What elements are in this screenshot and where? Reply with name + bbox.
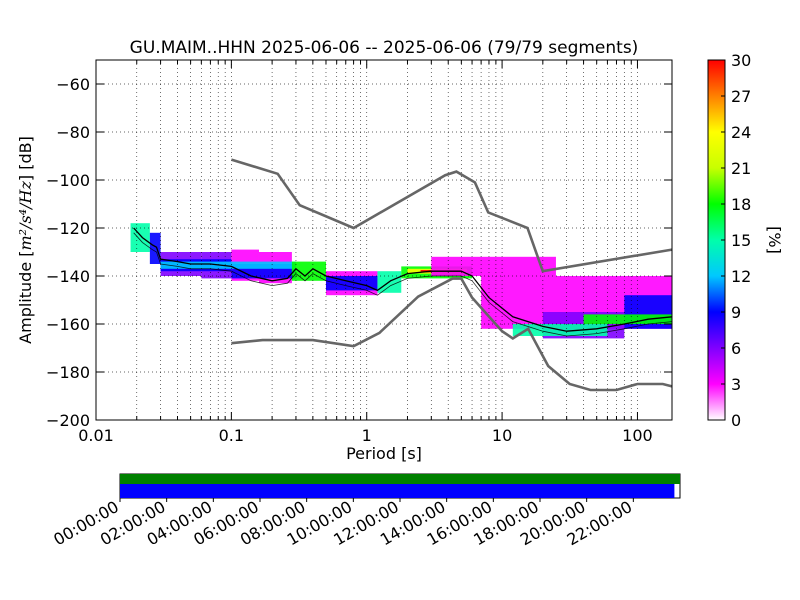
colorbar-tick-label: 21 <box>731 159 751 178</box>
y-axis-label-suffix: ] [dB] <box>16 136 35 181</box>
density-band <box>583 314 672 324</box>
noise-model-layer <box>231 158 673 392</box>
density-band <box>431 256 556 276</box>
colorbar-tick-label: 15 <box>731 231 751 250</box>
x-tick-label: 1 <box>362 426 372 445</box>
x-tick-label: 10 <box>492 426 512 445</box>
y-tick-label: −120 <box>46 219 90 238</box>
x-axis: 0.01 0.1 1 10 100 <box>78 60 653 445</box>
low-noise-model-line <box>231 277 673 392</box>
y-tick-label: −80 <box>56 123 90 142</box>
colorbar-tick-label: 30 <box>731 51 751 70</box>
x-tick-label: 0.01 <box>78 426 114 445</box>
density-band <box>130 223 150 252</box>
y-axis-label-unit: m²/s⁴/Hz <box>16 181 35 251</box>
y-tick-label: −60 <box>56 75 90 94</box>
colorbar-tick-label: 12 <box>731 267 751 286</box>
y-axis: −60 −80 −100 −120 −140 −160 −180 −200 <box>46 75 672 430</box>
median-layer <box>133 227 673 337</box>
colorbar-label: [%] <box>765 226 784 254</box>
colorbar-tick-label: 0 <box>731 411 741 430</box>
x-axis-label: Period [s] <box>346 444 422 463</box>
y-tick-label: −100 <box>46 171 90 190</box>
chart-title: GU.MAIM..HHN 2025-06-06 -- 2025-06-06 (7… <box>130 38 639 58</box>
y-axis-label: Amplitude [m²/s⁴/Hz] [dB] <box>16 136 35 344</box>
density-band <box>149 232 161 264</box>
colorbar-tick-label: 18 <box>731 195 751 214</box>
mean-psd-line <box>133 232 673 337</box>
colorbar-tick-label: 9 <box>731 303 741 322</box>
y-tick-label: −140 <box>46 267 90 286</box>
colorbar-ticks: 0 3 6 9 12 15 18 21 24 27 30 <box>721 51 751 430</box>
y-tick-label: −200 <box>46 411 90 430</box>
y-tick-label: −160 <box>46 315 90 334</box>
x-tick-label: 0.1 <box>219 426 244 445</box>
y-tick-label: −180 <box>46 363 90 382</box>
high-noise-model-line <box>231 158 673 273</box>
colorbar-tick-label: 3 <box>731 375 741 394</box>
density-band <box>160 261 296 269</box>
y-axis-label-prefix: Amplitude [ <box>16 251 35 344</box>
colorbar-tick-label: 6 <box>731 339 741 358</box>
median-psd-line <box>133 227 673 332</box>
x-tick-label: 100 <box>622 426 653 445</box>
plot-frame <box>95 59 673 421</box>
time-coverage-bar: 00:00:0002:00:0004:00:0006:00:0008:00:00… <box>50 473 681 549</box>
colorbar-tick-label: 24 <box>731 123 751 142</box>
data-available-bar <box>120 474 680 484</box>
colorbar-tick-label: 27 <box>731 87 751 106</box>
data-used-bar <box>120 484 675 498</box>
grid-layer <box>95 60 672 421</box>
